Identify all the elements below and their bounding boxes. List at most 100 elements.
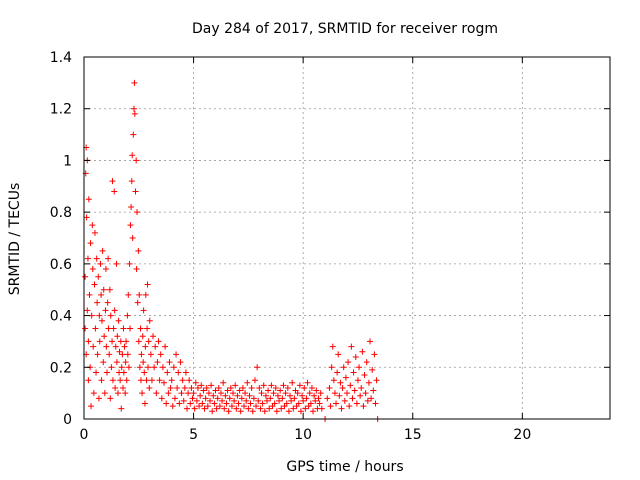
data-point (91, 229, 98, 236)
data-point (114, 333, 121, 340)
data-point (246, 392, 253, 399)
data-point (295, 400, 302, 407)
data-point (193, 397, 200, 404)
data-point (136, 364, 143, 371)
data-point (132, 188, 139, 195)
data-point (141, 369, 148, 376)
data-point (265, 387, 272, 394)
data-point (278, 405, 285, 412)
y-tick-label: 1.2 (50, 102, 72, 118)
data-point (167, 384, 174, 391)
data-point (156, 377, 163, 384)
data-point (127, 222, 134, 229)
data-point (226, 395, 233, 402)
data-point (243, 397, 250, 404)
data-point (163, 400, 170, 407)
data-point (264, 397, 271, 404)
data-point (337, 379, 344, 386)
data-point (139, 333, 146, 340)
data-point (85, 196, 92, 203)
data-point (303, 395, 310, 402)
data-point (83, 214, 90, 221)
data-point (329, 343, 336, 350)
data-point (155, 338, 162, 345)
data-point (106, 286, 113, 293)
data-point (359, 348, 366, 355)
data-point (95, 395, 102, 402)
data-point (240, 403, 247, 410)
data-point (96, 312, 103, 319)
data-point (364, 397, 371, 404)
data-point (94, 351, 101, 358)
data-point (288, 397, 295, 404)
data-point (308, 384, 315, 391)
data-point (198, 382, 205, 389)
data-point (87, 240, 94, 247)
data-point (84, 255, 91, 262)
data-point (134, 209, 141, 216)
data-point (317, 390, 324, 397)
data-point (191, 405, 198, 412)
data-point (233, 405, 240, 412)
data-point (98, 377, 105, 384)
data-point (334, 369, 341, 376)
data-point (120, 369, 127, 376)
data-point (128, 178, 135, 185)
x-axis-label: GPS time / hours (286, 459, 403, 475)
data-point (262, 392, 269, 399)
data-point (245, 405, 252, 412)
data-point (182, 369, 189, 376)
data-point (346, 403, 353, 410)
data-point (143, 377, 150, 384)
data-point (109, 377, 116, 384)
data-point (210, 392, 217, 399)
data-point (142, 343, 149, 350)
data-point (137, 377, 144, 384)
y-tick-label: 1 (63, 153, 72, 169)
data-point (196, 403, 203, 410)
data-point (341, 397, 348, 404)
data-point (154, 359, 161, 366)
data-point (125, 364, 132, 371)
data-point (260, 382, 267, 389)
data-point (88, 403, 95, 410)
data-point (130, 131, 137, 138)
data-point (105, 325, 112, 332)
data-point (230, 390, 237, 397)
data-point (345, 359, 352, 366)
data-point (276, 397, 283, 404)
data-point (357, 392, 364, 399)
data-point (93, 369, 100, 376)
data-point (220, 379, 227, 386)
data-point (287, 392, 294, 399)
data-point (144, 364, 151, 371)
data-point (134, 299, 141, 306)
data-point (106, 351, 113, 358)
data-point (112, 343, 119, 350)
data-point (236, 387, 243, 394)
data-point (98, 291, 105, 298)
data-point (266, 405, 273, 412)
data-point (169, 403, 176, 410)
data-point (145, 338, 152, 345)
data-point (101, 390, 108, 397)
data-point (282, 390, 289, 397)
data-point (176, 400, 183, 407)
data-point (187, 400, 194, 407)
data-point (201, 405, 208, 412)
data-points (82, 79, 381, 422)
data-point (85, 338, 92, 345)
data-point (225, 408, 232, 415)
y-tick-label: 0 (63, 412, 72, 428)
data-point (370, 387, 377, 394)
data-point (95, 273, 102, 280)
data-point (112, 384, 119, 391)
data-point (202, 395, 209, 402)
data-point (142, 291, 149, 298)
data-point (117, 338, 124, 345)
data-point (168, 377, 175, 384)
data-point (312, 397, 319, 404)
data-point (353, 400, 360, 407)
data-point (362, 390, 369, 397)
